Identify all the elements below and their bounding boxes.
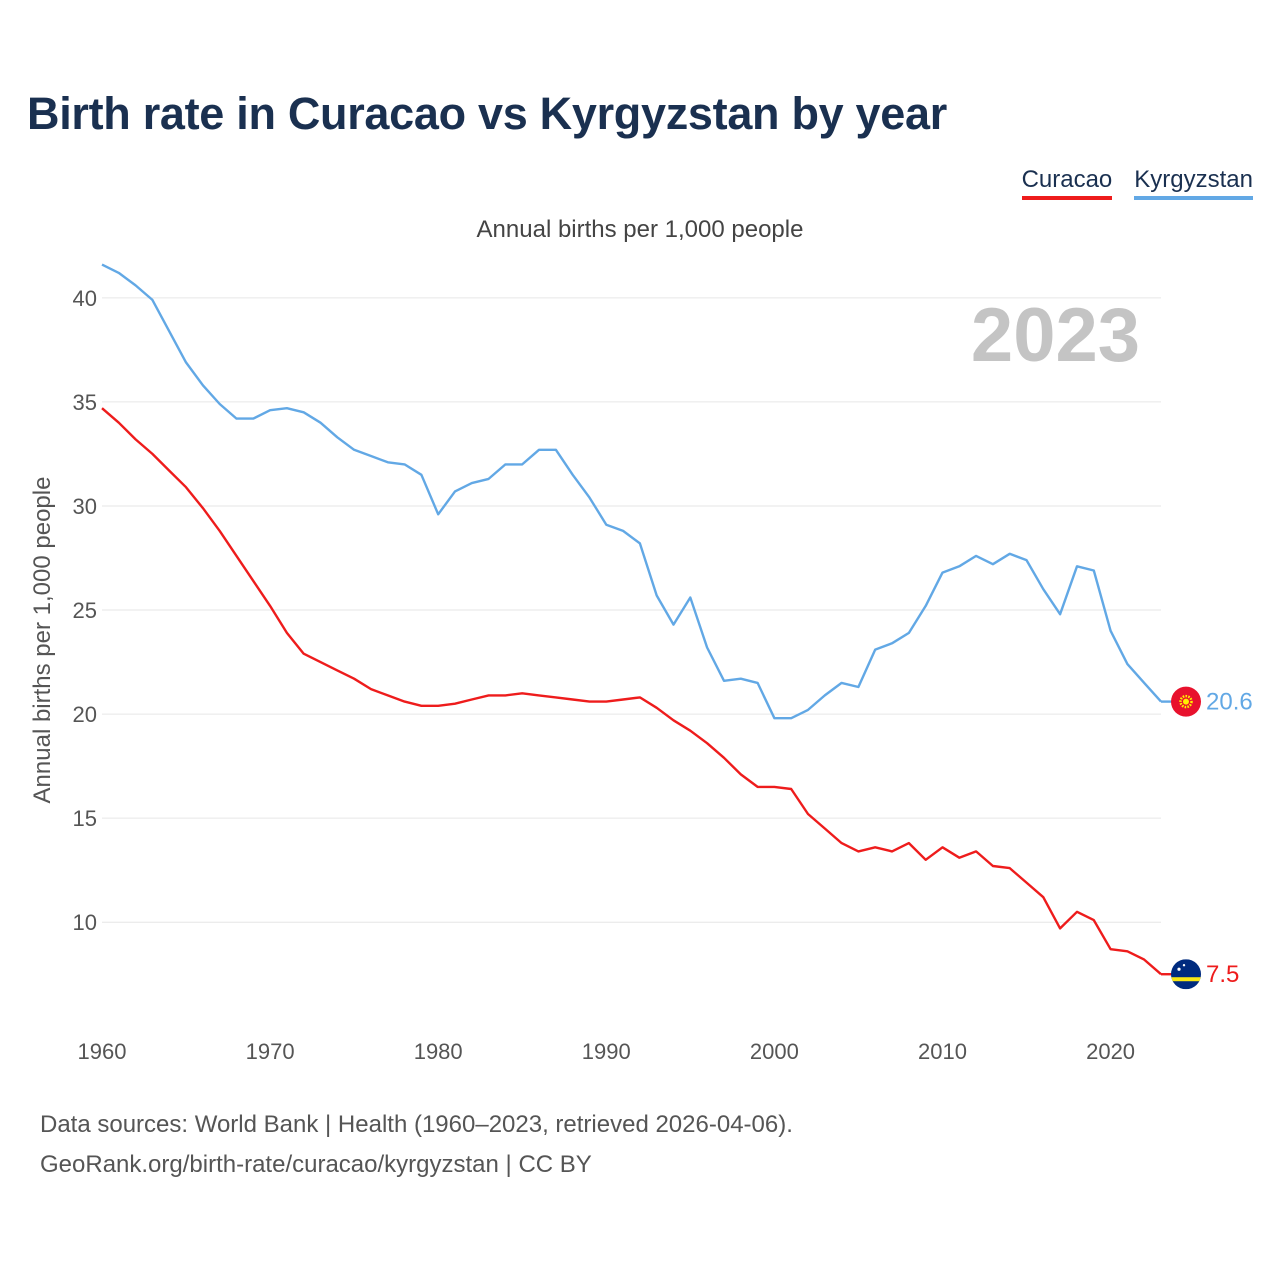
x-tick-label: 2000 [750,1039,799,1064]
y-tick-label: 25 [73,598,97,623]
x-tick-label: 1980 [414,1039,463,1064]
x-tick-label: 2020 [1086,1039,1135,1064]
x-tick-label: 2010 [918,1039,967,1064]
chart-title: Birth rate in Curacao vs Kyrgyzstan by y… [27,88,947,139]
kyrgyzstan-flag-sun-rays [1179,694,1193,709]
year-watermark: 2023 [971,293,1140,378]
series-line-kyrgyzstan [101,263,1162,720]
legend: Curacao Kyrgyzstan [1021,166,1253,200]
data-source-note: Data sources: World Bank | Health (1960–… [40,1111,793,1138]
chart-subtitle: Annual births per 1,000 people [476,216,804,243]
source-url: GeoRank.org/birth-rate/curacao/kyrgyzsta… [40,1151,592,1178]
x-tick-label: 1970 [246,1039,295,1064]
y-tick-label: 30 [73,494,97,519]
curacao-flag-stripe [1171,977,1201,982]
legend-item-kyrgyzstan[interactable]: Kyrgyzstan [1134,166,1253,200]
y-tick-label: 40 [73,286,97,311]
x-tick-label: 1960 [78,1039,127,1064]
end-value-label: 20.6 [1206,689,1253,716]
curacao-flag-star [1182,964,1186,967]
curacao-flag-field [1171,959,1201,990]
x-tick-label: 1990 [582,1039,631,1064]
y-axis-label: Annual births per 1,000 people [29,477,56,804]
footer: Data sources: World Bank | Health (1960–… [40,1105,793,1185]
y-tick-label: 10 [73,910,97,935]
y-tick-label: 15 [73,806,97,831]
y-tick-label: 20 [73,702,97,727]
curacao-flag-icon [1171,959,1201,990]
series-line-curacao [101,407,1162,976]
legend-item-curacao[interactable]: Curacao [1021,166,1113,200]
end-value-label: 7.5 [1206,961,1239,988]
curacao-flag-star [1177,967,1181,971]
kyrgyzstan-flag-sun [1183,698,1189,705]
y-tick-label: 35 [73,390,97,415]
